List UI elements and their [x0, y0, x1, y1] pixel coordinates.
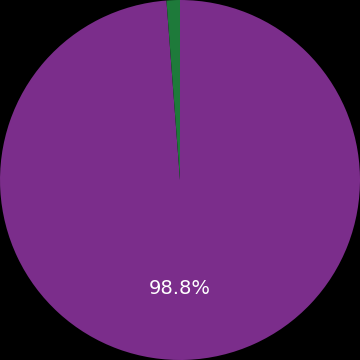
Text: 98.8%: 98.8% [149, 279, 211, 297]
Wedge shape [166, 0, 180, 180]
